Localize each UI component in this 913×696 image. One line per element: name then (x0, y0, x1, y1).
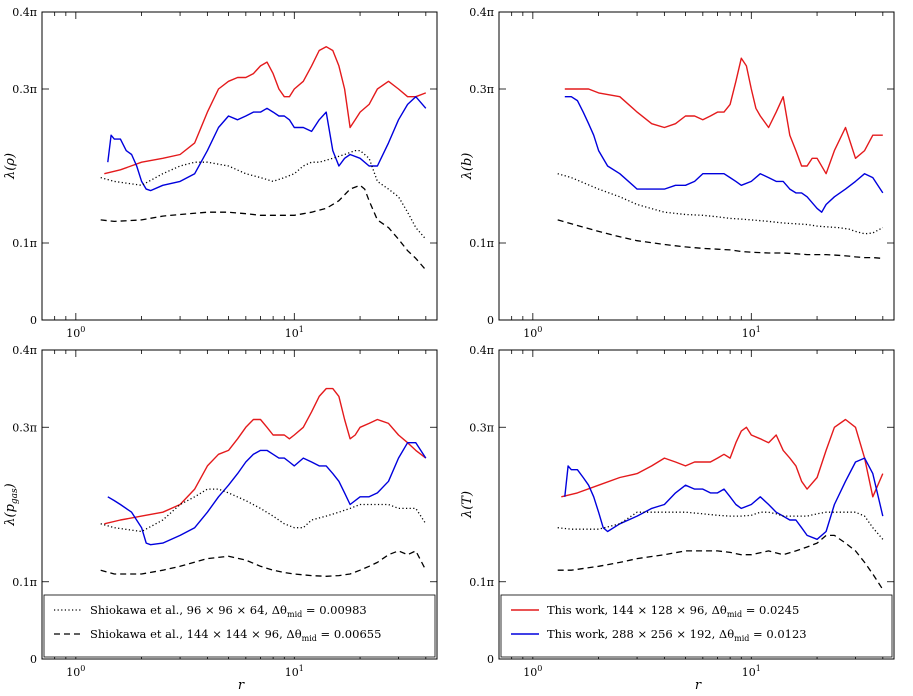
y-tick-label: 0.3π (469, 83, 494, 96)
panel-3: 0 0.1π 0.3π 0.4π 100 101 λ(pgas) (3, 344, 438, 679)
panel-3-series (100, 387, 427, 577)
panel-frame (41, 349, 438, 660)
legend-2: This work, 144 × 128 × 96, Δθmid = 0.024… (500, 594, 893, 658)
x-tick-label: 100 (523, 664, 542, 679)
legend-box (43, 594, 436, 658)
legend-label: Shiokawa et al., 144 × 144 × 96, Δθmid =… (90, 627, 381, 643)
series-line-shiokawa_96 (100, 488, 427, 533)
series-line-this_288 (107, 442, 427, 546)
y-tick-label: 0 (487, 653, 494, 666)
x-tick-label: 101 (285, 325, 304, 340)
series-line-shiokawa_96 (557, 173, 884, 235)
y-tick-label: 0.4π (12, 344, 37, 357)
panel-1-series (100, 46, 427, 271)
series-line-this_288 (564, 96, 884, 213)
legend-label: This work, 144 × 128 × 96, Δθmid = 0.024… (547, 603, 799, 619)
y-tick-label: 0 (487, 314, 494, 327)
y-axis-label: λ(ρ) (3, 153, 18, 180)
y-tick-label: 0.3π (12, 421, 37, 434)
panel-2-ticks (498, 11, 894, 321)
x-tick-label: 101 (742, 664, 761, 679)
y-axis-label: λ(pgas) (3, 483, 20, 526)
series-line-this_144 (561, 418, 884, 498)
x-axis-label-right: r (695, 678, 702, 693)
panel-4: 0 0.1π 0.3π 0.4π 100 101 λ(T) (460, 344, 895, 679)
y-tick-label: 0.1π (12, 576, 37, 589)
series-line-this_288 (564, 457, 884, 540)
y-tick-label: 0.1π (12, 237, 37, 250)
y-tick-label: 0.3π (469, 421, 494, 434)
y-tick-label: 0.3π (12, 83, 37, 96)
x-tick-label: 101 (285, 664, 304, 679)
legend-1: Shiokawa et al., 96 × 96 × 64, Δθmid = 0… (43, 594, 436, 658)
y-tick-label: 0.1π (469, 576, 494, 589)
series-line-shiokawa_96 (100, 149, 427, 240)
panel-2: 0 0.1π 0.3π 0.4π 100 101 λ(b) (460, 6, 895, 340)
panel-frame (498, 11, 895, 321)
series-line-shiokawa_144 (100, 184, 427, 271)
y-tick-label: 0.4π (469, 344, 494, 357)
y-tick-label: 0 (30, 653, 37, 666)
y-tick-label: 0.4π (12, 6, 37, 19)
x-axis-label-left: r (238, 678, 245, 693)
legend-label: Shiokawa et al., 96 × 96 × 64, Δθmid = 0… (90, 603, 367, 619)
series-line-shiokawa_144 (557, 219, 883, 260)
series-line-shiokawa_144 (100, 550, 427, 577)
x-tick-label: 101 (742, 325, 761, 340)
panel-frame (41, 11, 438, 321)
y-axis-label: λ(T) (460, 491, 475, 519)
panel-frame (498, 349, 895, 660)
legend-label: This work, 288 × 256 × 192, Δθmid = 0.01… (547, 627, 807, 643)
panel-2-series (557, 57, 884, 260)
panel-1: 0 0.1π 0.3π 0.4π 100 101 λ(ρ) (3, 6, 438, 340)
series-line-this_144 (104, 46, 427, 175)
series-line-shiokawa_96 (557, 511, 884, 540)
x-tick-label: 100 (66, 325, 85, 340)
series-line-this_288 (107, 96, 427, 192)
legend-box (500, 594, 893, 658)
x-tick-label: 100 (523, 325, 542, 340)
y-tick-label: 0.4π (469, 6, 494, 19)
panel-4-series (557, 418, 884, 590)
y-axis-label: λ(b) (460, 153, 475, 181)
y-tick-label: 0 (30, 314, 37, 327)
series-line-shiokawa_144 (557, 534, 884, 590)
y-tick-label: 0.1π (469, 237, 494, 250)
series-line-this_144 (104, 387, 427, 525)
x-tick-label: 100 (66, 664, 85, 679)
series-line-this_144 (564, 57, 883, 175)
